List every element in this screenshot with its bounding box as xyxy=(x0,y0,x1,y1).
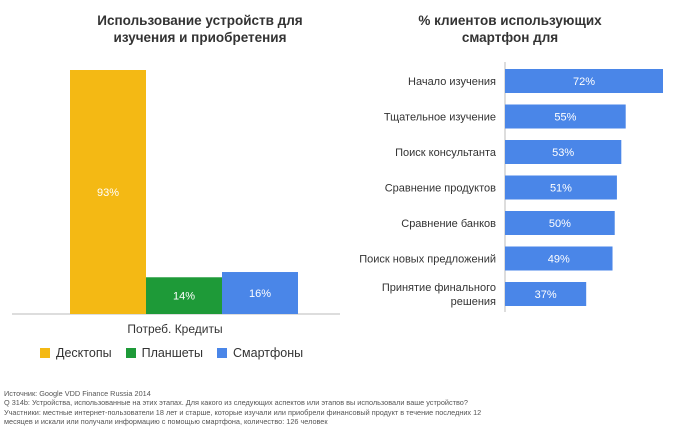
footnote-participants-2: месяцев и искали или получали информацию… xyxy=(4,416,328,426)
footnote: Источник: Google VDD Finance Russia 2014… xyxy=(4,389,564,426)
bar-Смартфоны xyxy=(222,272,298,314)
footnote-question: Q 314b: Устройства, использованные на эт… xyxy=(4,398,468,408)
hbar-row-4 xyxy=(505,211,615,235)
hbar-category-label-1: Тщательное изучение xyxy=(384,112,496,124)
hbar-category-label-4: Сравнение банков xyxy=(401,218,496,230)
hbar-value-label-0: 72% xyxy=(573,76,595,88)
hbar-row-3 xyxy=(505,175,617,200)
footnote-source: Источник: Google VDD Finance Russia 2014 xyxy=(4,389,151,398)
hbar-value-label-5: 49% xyxy=(548,254,570,266)
left-chart-x-category-label: Потреб. Кредиты xyxy=(127,322,223,336)
legend-label-smartphones: Смартфоны xyxy=(233,346,304,360)
bar-label-Десктопы: 93% xyxy=(97,187,119,199)
legend-item-tablets: Планшеты xyxy=(125,346,203,360)
legend-label-tablets: Планшеты xyxy=(141,346,203,360)
left-chart-legend: Десктопы Планшеты Смартфоны xyxy=(40,346,303,360)
bar-Десктопы xyxy=(70,70,146,314)
bar-Планшеты xyxy=(146,277,222,314)
hbar-row-0 xyxy=(505,69,663,93)
left-chart-title-line-1: Использование устройств для xyxy=(97,13,303,28)
bar-label-Смартфоны: 16% xyxy=(249,288,271,300)
hbar-row-5 xyxy=(505,246,613,271)
hbar-category-line-5-0: Поиск новых предложений xyxy=(359,254,496,266)
legend-swatch-desktops xyxy=(40,348,50,358)
hbar-category-line-6-1: решения xyxy=(451,296,496,308)
hbar-category-line-4-0: Сравнение банков xyxy=(401,218,496,230)
hbar-category-line-0-0: Начало изучения xyxy=(408,76,496,88)
hbar-row-2 xyxy=(505,140,622,164)
left-chart-title: Использование устройств для изучения и п… xyxy=(80,12,320,46)
legend-swatch-tablets xyxy=(125,348,136,358)
hbar-value-label-1: 55% xyxy=(554,112,576,124)
bar-label-Планшеты: 14% xyxy=(173,291,195,303)
hbar-value-label-3: 51% xyxy=(550,183,572,195)
hbar-category-label-5: Поиск новых предложений xyxy=(359,254,496,266)
right-chart-title: % клиентов использующих смартфон для xyxy=(395,12,625,46)
right-chart-title-line-1: % клиентов использующих xyxy=(418,13,602,28)
hbar-row-1 xyxy=(505,104,626,129)
legend-swatch-smartphones xyxy=(217,348,227,358)
left-chart-title-line-2: изучения и приобретения xyxy=(113,30,287,45)
hbar-row-6 xyxy=(505,282,587,306)
hbar-category-label-6: Принятие финального решения xyxy=(382,282,496,308)
footnote-participants-1: Участники: местные интернет-пользователи… xyxy=(4,407,482,417)
hbar-category-label-3: Сравнение продуктов xyxy=(385,183,496,195)
hbar-category-label-2: Поиск консультанта xyxy=(395,147,497,159)
hbar-value-label-6: 37% xyxy=(535,289,557,301)
right-chart-title-line-2: смартфон для xyxy=(461,30,559,45)
legend-item-smartphones: Смартфоны xyxy=(217,346,303,360)
hbar-value-label-2: 53% xyxy=(552,147,574,159)
hbar-category-label-0: Начало изучения xyxy=(408,76,496,88)
legend-label-desktops: Десктопы xyxy=(56,346,112,360)
hbar-category-line-1-0: Тщательное изучение xyxy=(384,112,496,124)
hbar-category-line-2-0: Поиск консультанта xyxy=(395,147,497,159)
legend-item-desktops: Десктопы xyxy=(40,346,112,360)
hbar-category-line-3-0: Сравнение продуктов xyxy=(385,183,496,195)
hbar-value-label-4: 50% xyxy=(549,218,571,230)
hbar-category-line-6-0: Принятие финального xyxy=(382,282,496,294)
